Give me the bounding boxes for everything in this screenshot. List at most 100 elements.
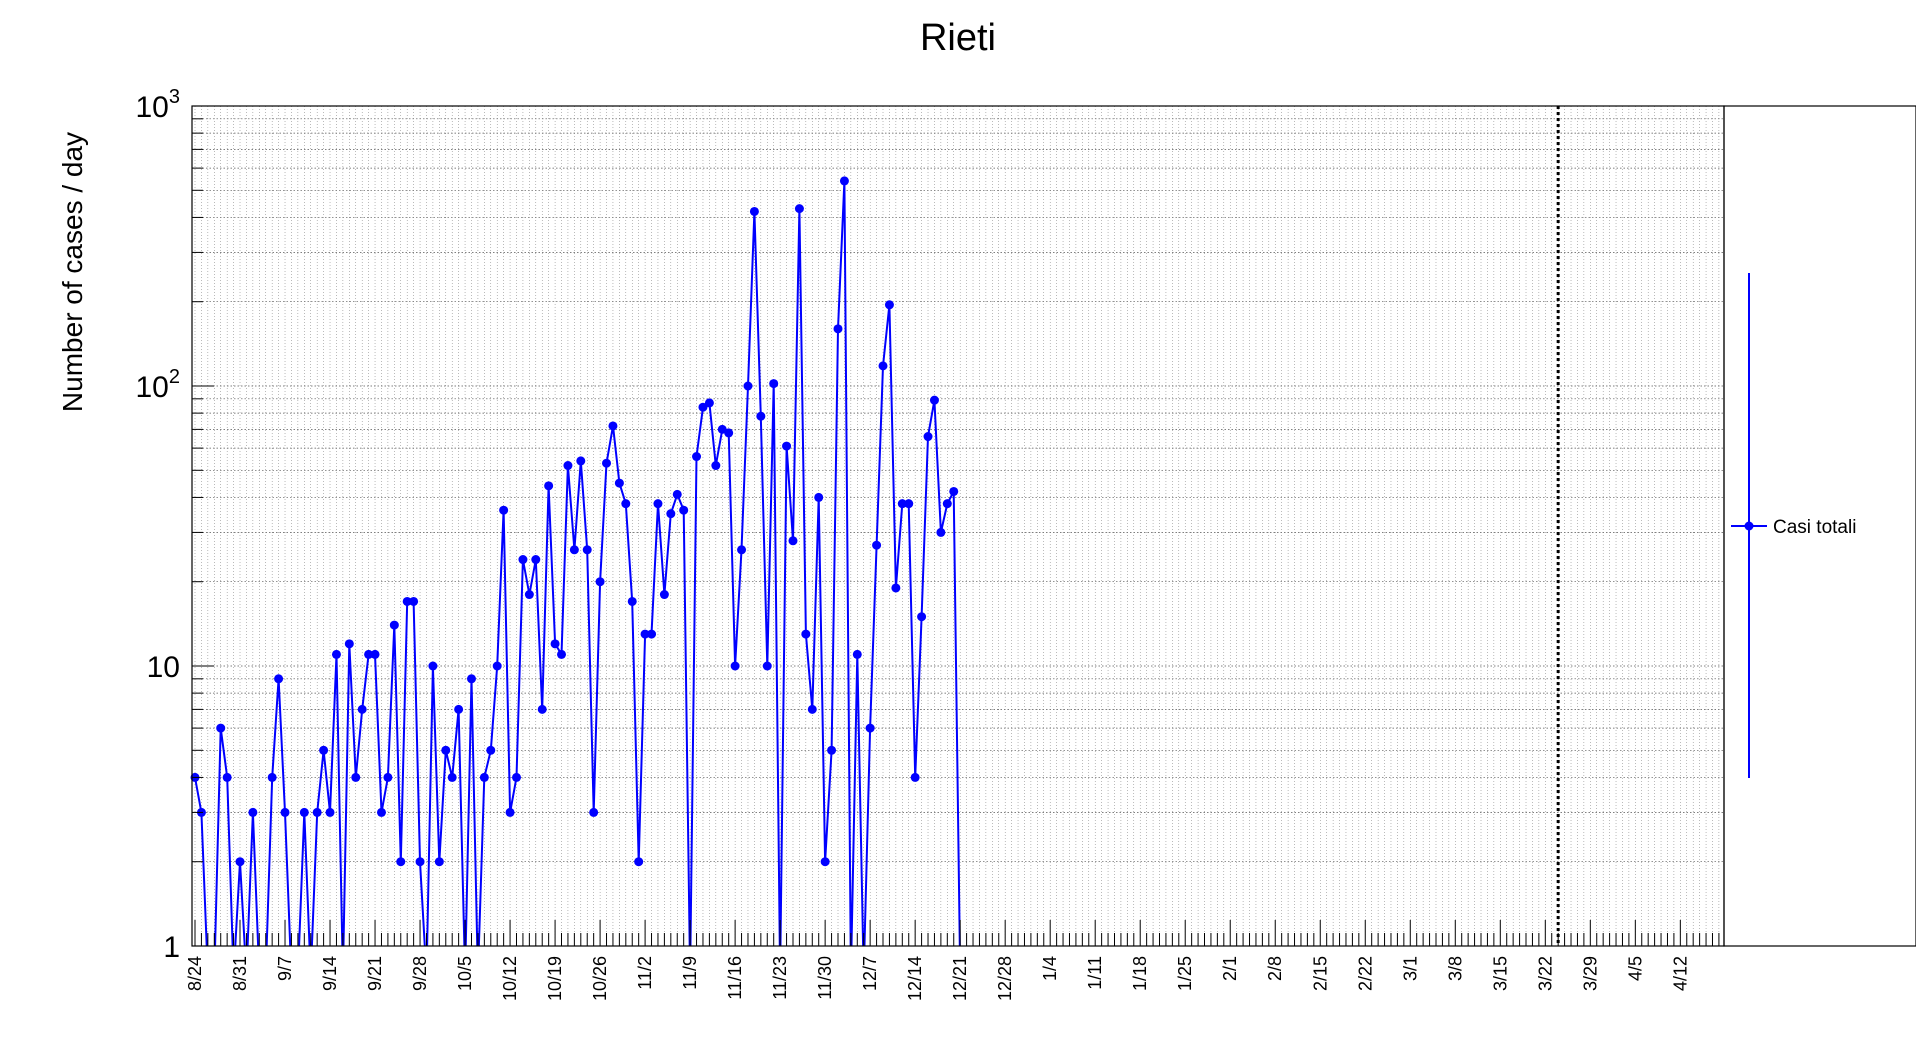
data-point: [512, 772, 521, 782]
x-tick-label: 12/7: [860, 956, 880, 991]
data-point: [544, 481, 554, 491]
data-point: [466, 674, 476, 684]
data-point: [537, 704, 547, 714]
data-point: [878, 361, 888, 371]
data-point: [743, 381, 753, 391]
x-tick-label: 11/30: [815, 956, 835, 1000]
data-point: [589, 807, 599, 817]
data-point: [788, 536, 798, 546]
data-point: [389, 620, 399, 630]
y-tick-label: 1: [163, 931, 180, 964]
x-tick-label: 8/31: [230, 956, 250, 991]
data-point: [409, 596, 419, 606]
data-point: [608, 421, 618, 431]
data-point: [524, 590, 534, 600]
x-tick-label: 8/24: [185, 956, 205, 991]
data-point: [621, 499, 631, 509]
data-point: [550, 639, 560, 649]
series-line-casi-totali: [194, 180, 961, 946]
y-tick-exponent: 2: [169, 366, 180, 388]
x-tick-label: 1/11: [1085, 956, 1105, 990]
data-point: [884, 300, 894, 310]
data-point: [692, 452, 702, 462]
data-point: [704, 398, 714, 408]
x-tick-label: 9/14: [320, 956, 340, 991]
x-tick-label: 1/25: [1175, 956, 1195, 991]
data-point: [769, 379, 779, 389]
data-point: [299, 807, 309, 817]
data-point: [441, 745, 451, 755]
x-tick-label: 10/26: [590, 956, 610, 1001]
data-point: [801, 629, 811, 639]
data-point: [280, 807, 290, 817]
x-tick-label: 11/16: [725, 956, 745, 1000]
legend-box: [1723, 105, 1916, 947]
data-point: [479, 772, 489, 782]
data-point: [666, 509, 676, 519]
data-point: [872, 540, 882, 550]
data-point: [396, 857, 406, 867]
x-tick-label: 1/18: [1130, 956, 1150, 991]
data-point: [447, 772, 457, 782]
data-point: [929, 395, 939, 405]
data-point: [499, 505, 509, 515]
data-point: [351, 772, 361, 782]
data-point: [910, 772, 920, 782]
y-tick-base: 10: [136, 371, 169, 404]
data-point: [274, 674, 284, 684]
data-point: [505, 807, 515, 817]
data-point: [698, 402, 708, 412]
data-point: [737, 545, 747, 555]
data-point: [904, 499, 914, 509]
x-tick-label: 4/12: [1670, 956, 1690, 991]
series-layer: [190, 176, 961, 946]
x-tick-label: 10/12: [500, 956, 520, 1001]
data-point: [602, 458, 612, 468]
data-point: [679, 505, 689, 515]
data-point: [319, 745, 329, 755]
data-point: [865, 723, 875, 733]
data-point: [595, 577, 605, 587]
data-point: [576, 456, 586, 466]
data-point: [627, 596, 637, 606]
x-tick-label: 1/4: [1040, 956, 1060, 981]
data-point: [563, 461, 573, 471]
x-tick-label: 2/22: [1355, 956, 1375, 991]
data-point: [222, 772, 232, 782]
x-tick-label: 11/23: [770, 956, 790, 1000]
y-tick-label: 102: [136, 366, 181, 404]
x-tick-label: 2/15: [1310, 956, 1330, 991]
x-tick-label: 2/8: [1265, 956, 1285, 981]
data-point: [711, 461, 721, 471]
x-tick-label: 12/21: [950, 956, 970, 1001]
data-point: [923, 432, 933, 442]
y-tick-label: 10: [147, 651, 180, 684]
data-point: [312, 807, 322, 817]
data-point: [557, 649, 567, 659]
x-tick-label: 9/28: [410, 956, 430, 991]
data-point: [454, 704, 464, 714]
data-point: [833, 324, 843, 334]
y-axis-label: Number of cases / day: [57, 132, 88, 412]
x-tick-label: 10/5: [455, 956, 475, 991]
data-point: [917, 612, 927, 622]
data-point: [891, 583, 901, 593]
x-tick-label: 3/15: [1490, 956, 1510, 991]
x-tick-label: 3/1: [1400, 956, 1420, 981]
data-point: [267, 772, 277, 782]
data-point: [749, 206, 759, 216]
x-tick-label: 4/5: [1625, 956, 1645, 981]
data-point: [434, 857, 444, 867]
x-tick-label: 9/21: [365, 956, 385, 991]
data-point: [582, 545, 592, 555]
data-point: [344, 639, 354, 649]
data-point: [331, 649, 341, 659]
data-point: [897, 499, 907, 509]
data-point: [364, 649, 374, 659]
data-point: [672, 489, 682, 499]
data-point: [531, 555, 541, 565]
data-point: [415, 857, 425, 867]
data-point: [942, 499, 952, 509]
